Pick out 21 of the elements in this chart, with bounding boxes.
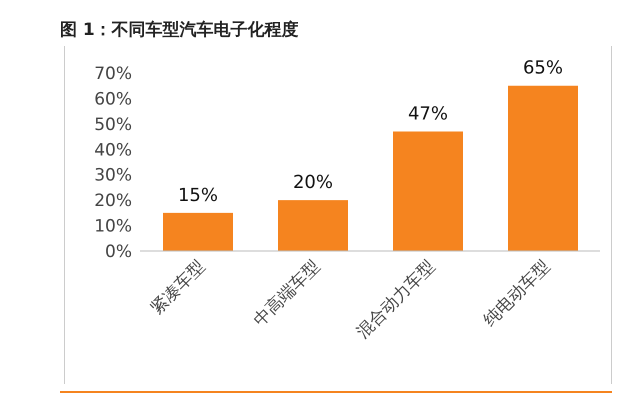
bar <box>278 200 348 251</box>
bar <box>163 212 233 251</box>
data-label: 65% <box>522 58 564 79</box>
bar <box>393 131 463 251</box>
y-tick-label: 60% <box>94 89 132 110</box>
data-label: 47% <box>408 103 448 124</box>
y-tick-label: 10% <box>94 216 132 237</box>
y-tick-label: 70% <box>94 64 132 84</box>
x-tick-label: 纯电动车型 <box>480 256 554 331</box>
y-tick-label: 50% <box>94 114 132 135</box>
data-label: 20% <box>292 172 334 194</box>
x-tick-label: 中高端车型 <box>250 256 324 331</box>
data-label: 15% <box>178 184 218 206</box>
x-tick-label: 混合动力车型 <box>352 256 440 343</box>
x-tick-label: 紧凑车型 <box>146 256 210 319</box>
y-tick-label: 20% <box>94 191 132 212</box>
bar <box>508 86 578 251</box>
y-tick-label: 40% <box>94 140 132 160</box>
y-tick-label: 30% <box>94 166 132 186</box>
chart-title: 图 1：不同车型汽车电子化程度 <box>60 19 299 41</box>
y-tick-label: 0% <box>105 242 132 262</box>
